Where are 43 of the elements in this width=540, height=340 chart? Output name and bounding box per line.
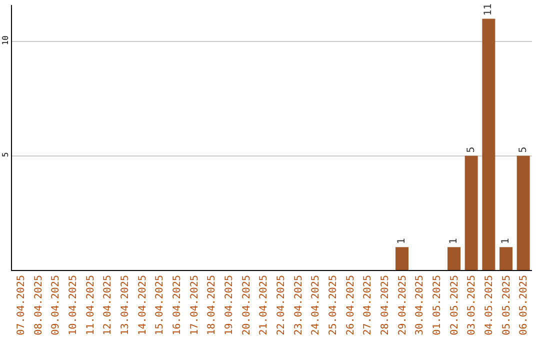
x-tick-label: 16.04.2025 [172, 275, 183, 336]
bar [516, 156, 530, 270]
bar [448, 247, 460, 270]
data-label: 1 [448, 238, 460, 244]
x-tick-label: 13.04.2025 [120, 275, 131, 336]
x-tick-label: 24.04.2025 [310, 275, 322, 336]
x-tick-label: 18.04.2025 [206, 275, 218, 336]
x-tick-label: 15.04.2025 [154, 275, 166, 336]
x-tick-label: 28.04.2025 [380, 275, 391, 336]
data-label: 1 [500, 238, 512, 244]
bar [396, 247, 408, 270]
bar [500, 247, 512, 270]
x-tick-label: 17.04.2025 [189, 275, 200, 336]
x-tick-label: 25.04.2025 [328, 275, 339, 336]
data-label: 5 [518, 146, 529, 153]
x-tick-label: 03.05.2025 [466, 275, 478, 336]
bar [482, 18, 496, 270]
x-tick-label: 26.04.2025 [345, 275, 356, 336]
x-tick-label: 05.05.2025 [501, 275, 512, 336]
x-tick-label: 08.04.2025 [33, 275, 44, 336]
y-tick-label: 10 [0, 35, 10, 46]
data-label: 5 [466, 146, 477, 153]
x-tick-label: 11.04.2025 [85, 275, 96, 336]
x-tick-label: 07.04.2025 [16, 275, 27, 336]
data-label: 11 [483, 4, 494, 16]
x-tick-label: 04.05.2025 [484, 275, 495, 336]
x-tick-label: 06.05.2025 [518, 275, 530, 336]
x-tick-label: 21.04.2025 [258, 275, 270, 336]
x-tick-label: 23.04.2025 [293, 275, 304, 336]
data-label: 1 [396, 238, 408, 244]
x-tick-label: 22.04.2025 [276, 275, 287, 336]
x-tick-label: 12.04.2025 [102, 275, 114, 336]
x-tick-label: 01.05.2025 [432, 275, 443, 336]
x-tick-label: 10.04.2025 [68, 275, 79, 336]
x-tick-label: 09.04.2025 [50, 275, 62, 336]
x-tick-label: 27.04.2025 [362, 275, 374, 336]
x-tick-label: 30.04.2025 [414, 275, 426, 336]
x-tick-label: 29.04.2025 [397, 275, 408, 336]
bar [464, 156, 478, 270]
x-tick-label: 19.04.2025 [224, 275, 235, 336]
x-tick-label: 02.05.2025 [449, 275, 460, 336]
x-tick-label: 14.04.2025 [137, 275, 148, 336]
x-tick-label: 20.04.2025 [241, 275, 252, 336]
